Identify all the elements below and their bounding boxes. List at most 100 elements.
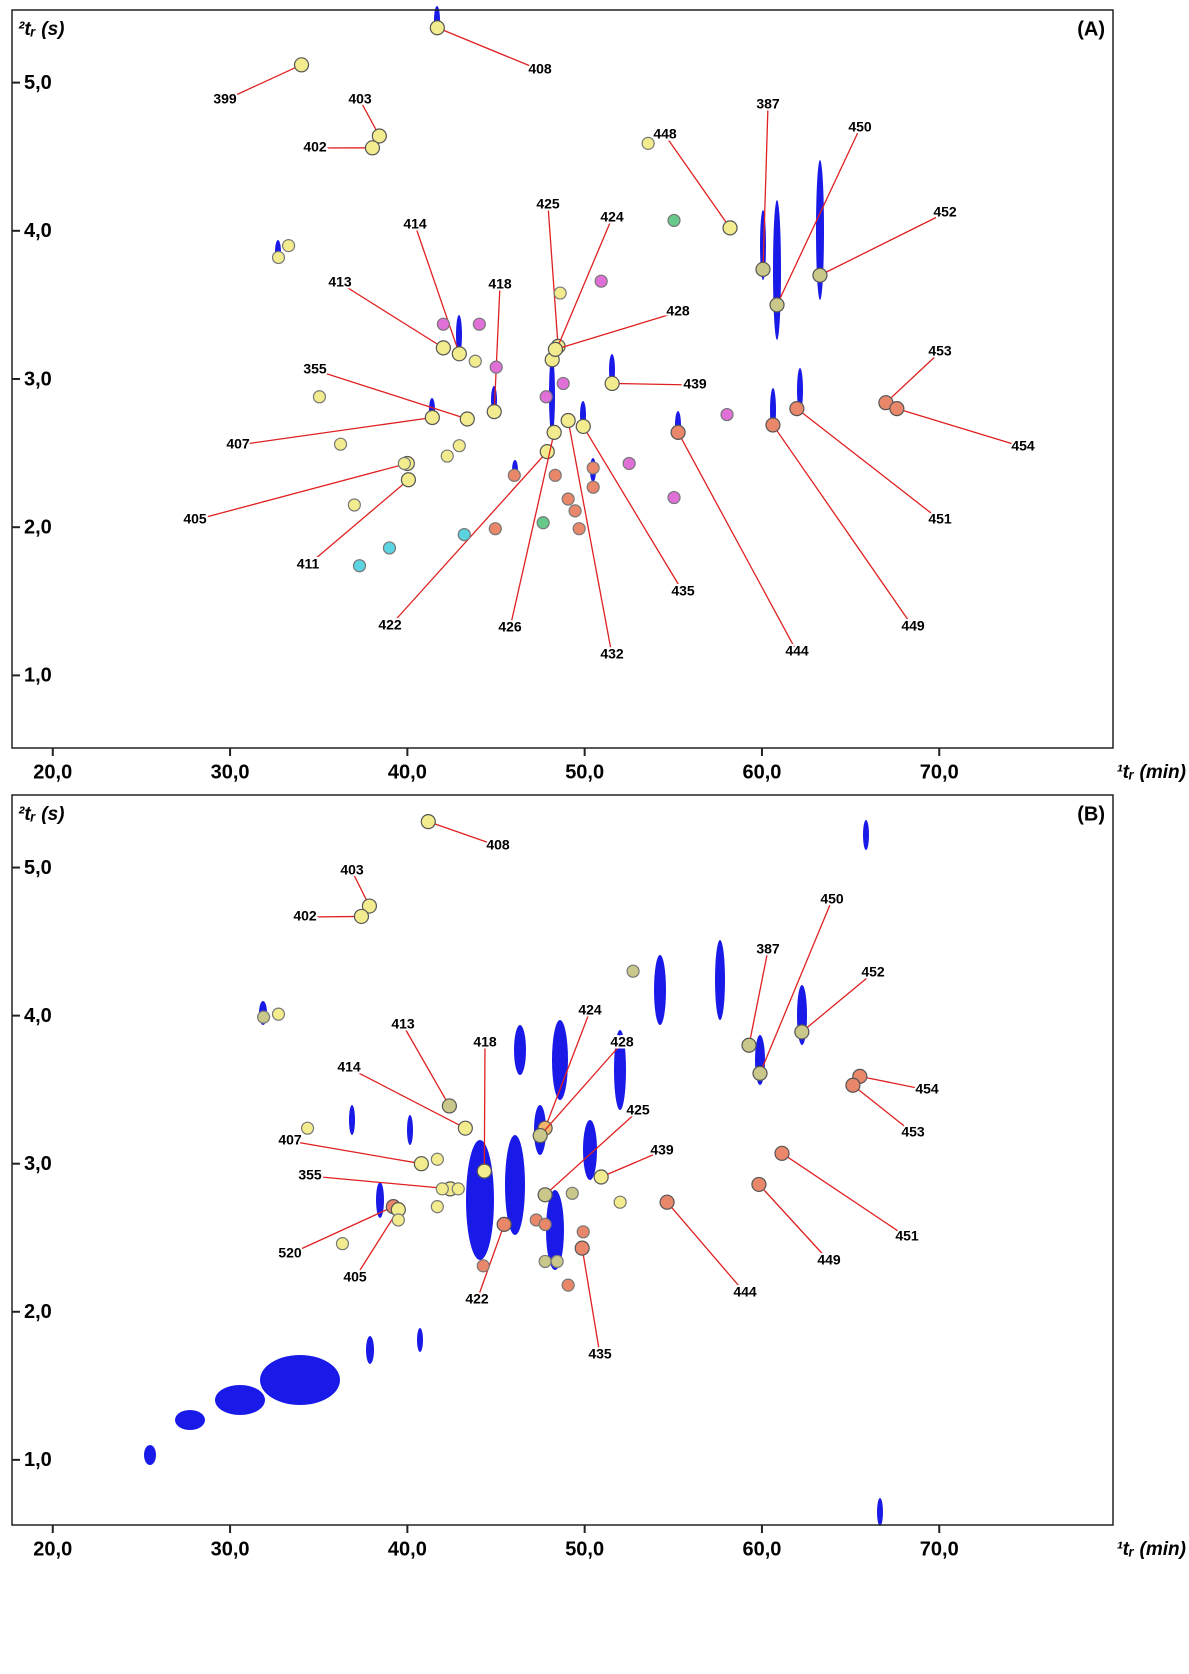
data-point (489, 523, 501, 535)
data-point (414, 1157, 428, 1171)
point-label: 426 (498, 619, 522, 635)
data-point (614, 1196, 626, 1208)
data-point (452, 1183, 464, 1195)
data-point (742, 1038, 756, 1052)
data-point (431, 1153, 443, 1165)
data-point (336, 1238, 348, 1250)
data-point (458, 1121, 472, 1135)
y-tick-label: 2,0 (24, 516, 52, 538)
chromatogram-spot (175, 1410, 205, 1430)
chromatogram-spot (215, 1385, 265, 1415)
point-label: 428 (666, 303, 690, 319)
data-point (594, 1170, 608, 1184)
x-axis-label: ¹tᵣ (min) (1116, 1539, 1186, 1560)
data-point (442, 1099, 456, 1113)
data-point (460, 412, 474, 426)
point-label: 405 (343, 1269, 367, 1285)
data-point (425, 411, 439, 425)
leader-line (545, 1011, 590, 1128)
y-axis-label: ²tᵣ (s) (18, 804, 64, 825)
point-label: 439 (650, 1142, 674, 1158)
data-point (353, 560, 365, 572)
data-point (766, 418, 780, 432)
leader-line (403, 1025, 449, 1106)
point-label: 435 (588, 1346, 612, 1362)
data-point (477, 1260, 489, 1272)
data-point (383, 542, 395, 554)
data-point (721, 409, 733, 421)
point-label: 449 (817, 1252, 841, 1268)
data-point (436, 1183, 448, 1195)
x-tick-label: 40,0 (388, 1538, 427, 1560)
point-label: 414 (403, 216, 427, 232)
point-label: 454 (1011, 438, 1035, 454)
data-point (458, 529, 470, 541)
leader-line (290, 1141, 421, 1164)
data-point (437, 318, 449, 330)
chromatogram-spot (144, 1445, 156, 1465)
data-point (392, 1214, 404, 1226)
data-point (487, 405, 501, 419)
data-point (575, 1241, 589, 1255)
data-point (477, 1164, 491, 1178)
data-point (533, 1129, 547, 1143)
point-label: 418 (488, 276, 512, 292)
x-tick-label: 20,0 (33, 1538, 72, 1560)
chromatogram-spot (514, 1025, 526, 1075)
y-tick-label: 1,0 (24, 1449, 52, 1471)
x-tick-label: 50,0 (565, 761, 604, 783)
data-point (642, 137, 654, 149)
point-label: 355 (298, 1167, 322, 1183)
data-point (540, 391, 552, 403)
leader-line (802, 973, 873, 1032)
data-point (569, 505, 581, 517)
data-point (753, 1066, 767, 1080)
data-point (890, 402, 904, 416)
point-label: 425 (536, 196, 560, 212)
data-point (846, 1078, 860, 1092)
data-point (561, 413, 575, 427)
panel-label: (A) (1077, 18, 1105, 40)
data-point (539, 1218, 551, 1230)
data-point (775, 1146, 789, 1160)
point-label: 432 (600, 646, 624, 662)
data-point (573, 523, 585, 535)
x-tick-label: 40,0 (388, 761, 427, 783)
x-axis-label: ¹tᵣ (min) (1116, 762, 1186, 783)
leader-line (195, 463, 407, 520)
point-label: 402 (303, 139, 327, 155)
data-point (354, 909, 368, 923)
point-label: 408 (486, 837, 510, 853)
point-label: 453 (928, 343, 952, 359)
data-point (401, 473, 415, 487)
data-point (566, 1187, 578, 1199)
data-point (668, 214, 680, 226)
point-label: 444 (733, 1284, 757, 1300)
data-point (554, 287, 566, 299)
point-label: 422 (378, 617, 402, 633)
data-point (562, 493, 574, 505)
leader-line (773, 425, 913, 627)
point-label: 452 (933, 204, 957, 220)
data-point (313, 391, 325, 403)
point-label: 425 (626, 1102, 650, 1118)
chromatogram-spot (654, 955, 666, 1025)
leader-line (555, 312, 678, 349)
data-point (770, 298, 784, 312)
data-point (551, 1255, 563, 1267)
x-tick-label: 60,0 (742, 761, 781, 783)
y-tick-label: 3,0 (24, 368, 52, 390)
data-point (258, 1011, 270, 1023)
y-axis-label: ²tᵣ (s) (18, 19, 64, 40)
point-label: 451 (928, 511, 952, 527)
point-label: 450 (820, 891, 844, 907)
y-tick-label: 2,0 (24, 1301, 52, 1323)
data-point (587, 462, 599, 474)
y-tick-label: 4,0 (24, 1005, 52, 1027)
data-point (587, 481, 599, 493)
data-point (623, 457, 635, 469)
data-point (469, 355, 481, 367)
